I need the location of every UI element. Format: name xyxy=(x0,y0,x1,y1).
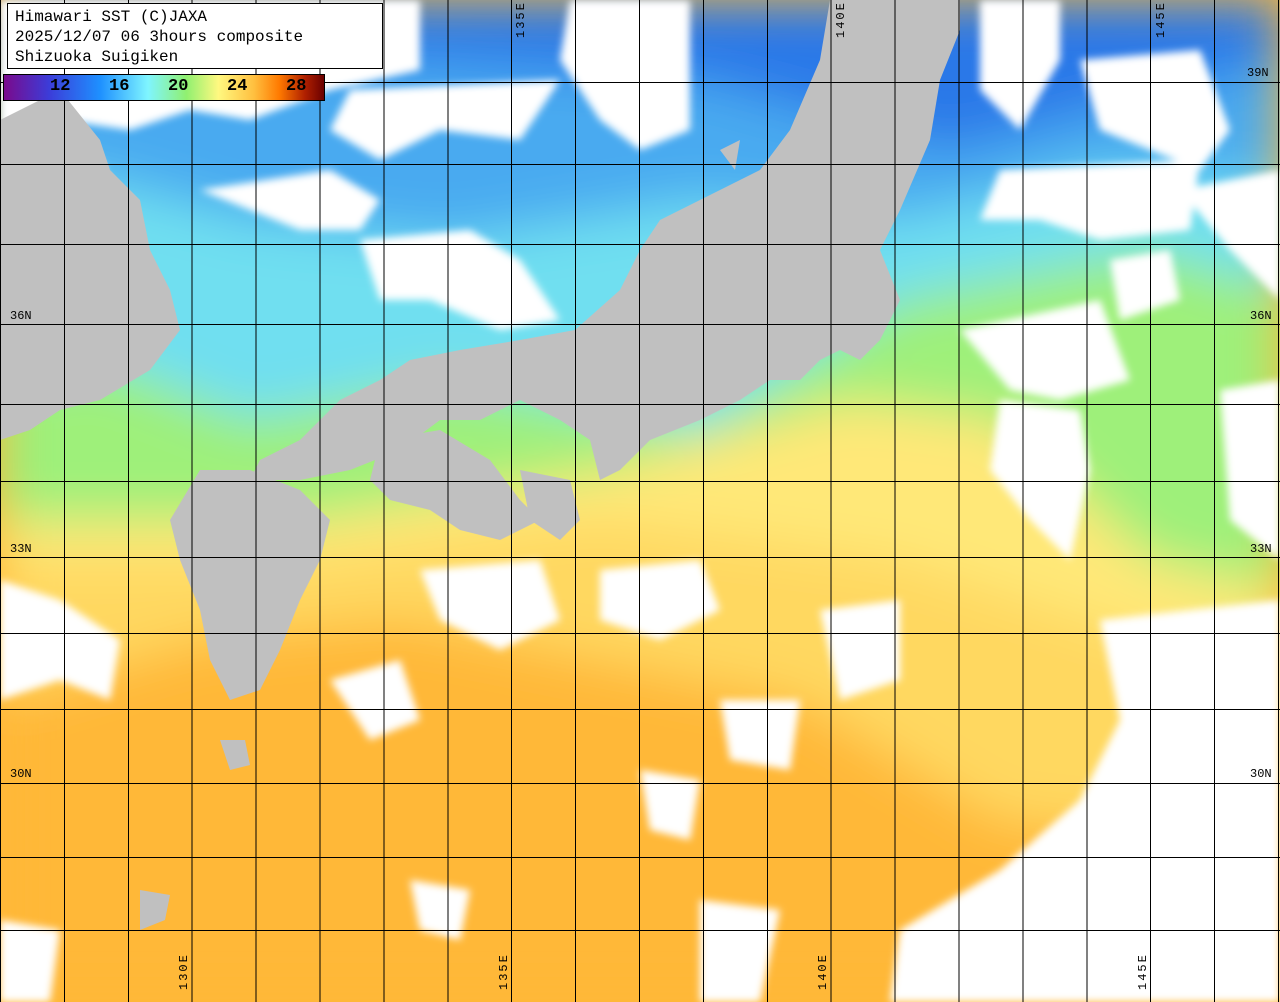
lon-label-bottom: 135E xyxy=(497,953,511,990)
land-honshu xyxy=(250,0,960,480)
lat-label-left: 30N xyxy=(10,767,32,781)
lat-label-left: 36N xyxy=(10,309,32,323)
title-line-product: Himawari SST (C)JAXA xyxy=(15,8,208,26)
lon-label-top: 145E xyxy=(1154,1,1168,38)
lat-label-right: 33N xyxy=(1250,542,1272,556)
lon-label-top: 140E xyxy=(834,1,848,38)
title-line-source: Shizuoka Suigiken xyxy=(15,48,179,66)
lon-label-bottom: 130E xyxy=(177,953,191,990)
title-line-datetime: 2025/12/07 06 3hours composite xyxy=(15,28,304,46)
colorbar-tick: 12 xyxy=(50,77,71,96)
land-kii xyxy=(520,470,580,540)
colorbar-tick: 20 xyxy=(168,77,189,96)
lon-label-bottom: 140E xyxy=(816,953,830,990)
lon-label-bottom: 145E xyxy=(1136,953,1150,990)
title-box: Himawari SST (C)JAXA 2025/12/07 06 3hour… xyxy=(7,3,383,69)
lat-label-left: 33N xyxy=(10,542,32,556)
land-amami xyxy=(140,890,170,930)
land-shikoku xyxy=(370,430,540,540)
land-kyushu xyxy=(170,470,330,700)
lon-label-top: 135E xyxy=(514,1,528,38)
land-tanegashima xyxy=(220,740,250,770)
colorbar-tick: 28 xyxy=(286,77,307,96)
land xyxy=(0,0,960,930)
lat-label-right: 36N xyxy=(1250,309,1272,323)
colorbar-tick: 24 xyxy=(227,77,248,96)
lat-label-right: 39N xyxy=(1247,66,1269,80)
land-korea xyxy=(0,90,180,440)
temperature-colorbar: 12 16 20 24 28 xyxy=(3,74,325,101)
lat-label-right: 30N xyxy=(1250,767,1272,781)
colorbar-tick: 16 xyxy=(109,77,130,96)
land-sado xyxy=(720,140,740,170)
